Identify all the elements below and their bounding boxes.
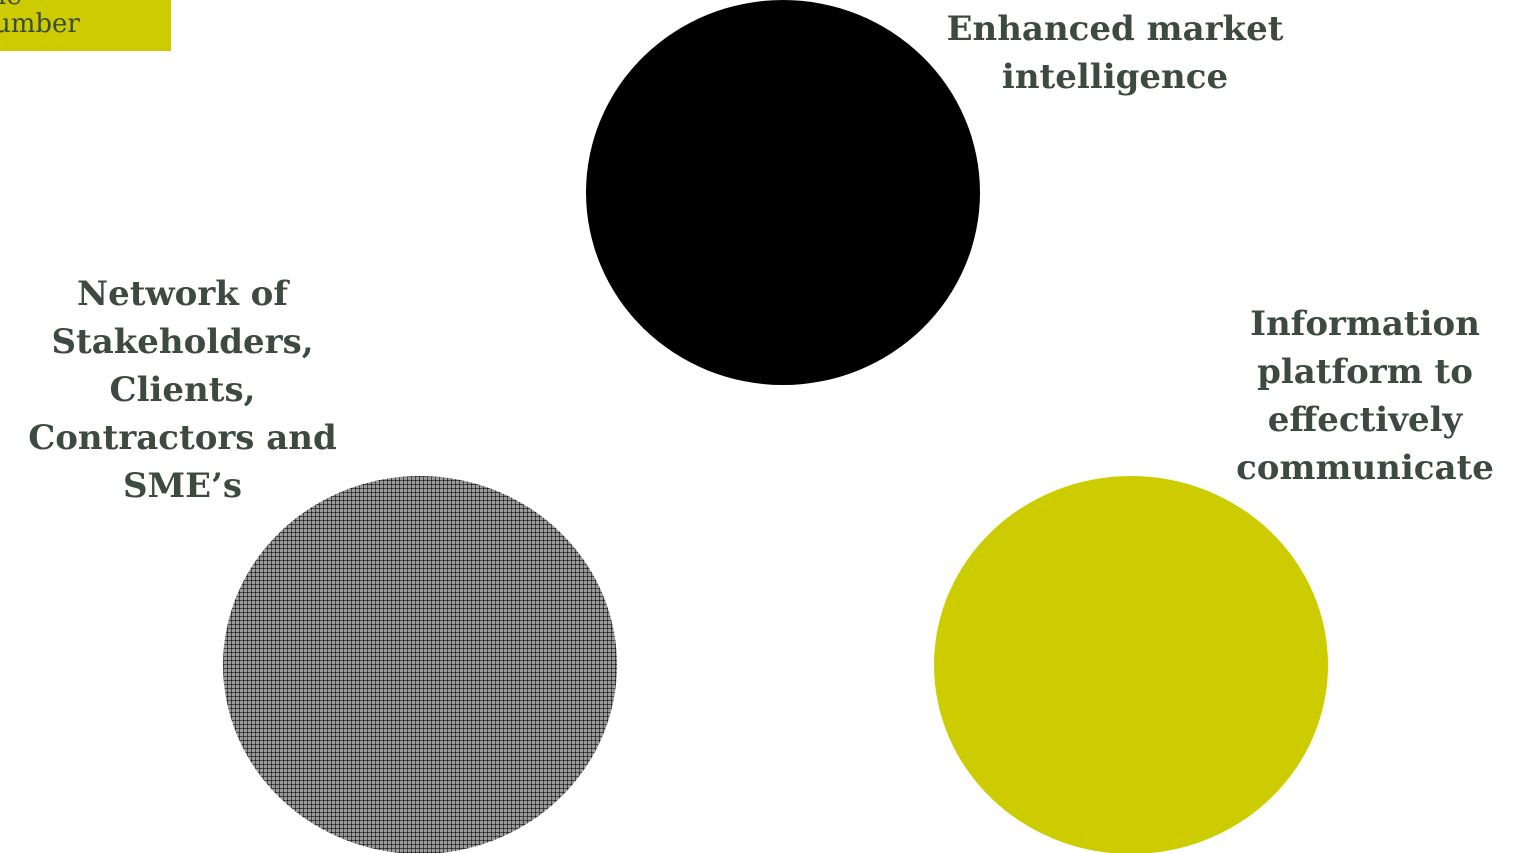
label-information-platform: Information platform to effectively comm…	[1205, 300, 1525, 492]
label-market-intelligence: Enhanced market intelligence	[910, 5, 1320, 101]
label-line: communicate	[1236, 448, 1494, 488]
label-line: intelligence	[1001, 57, 1229, 97]
label-line: Network of	[77, 274, 288, 314]
label-line: SME’s	[122, 466, 243, 506]
label-line: effectively	[1267, 400, 1463, 440]
circle-information-platform	[934, 476, 1328, 853]
label-line: platform to	[1257, 352, 1473, 392]
label-stakeholder-network: Network of Stakeholders, Clients, Contra…	[0, 270, 365, 510]
slide-number-badge-line1: le	[0, 0, 22, 10]
circle-stakeholder-network	[223, 476, 617, 853]
slide-number-badge-line2: umber	[0, 9, 80, 39]
label-line: Stakeholders,	[51, 322, 314, 362]
label-line: Information	[1250, 304, 1480, 344]
label-line: Contractors and	[28, 418, 337, 458]
label-line: Clients,	[109, 370, 256, 410]
slide-number-badge: le umber	[0, 0, 171, 51]
circle-market-intelligence	[586, 0, 980, 385]
label-line: Enhanced market	[946, 9, 1284, 49]
